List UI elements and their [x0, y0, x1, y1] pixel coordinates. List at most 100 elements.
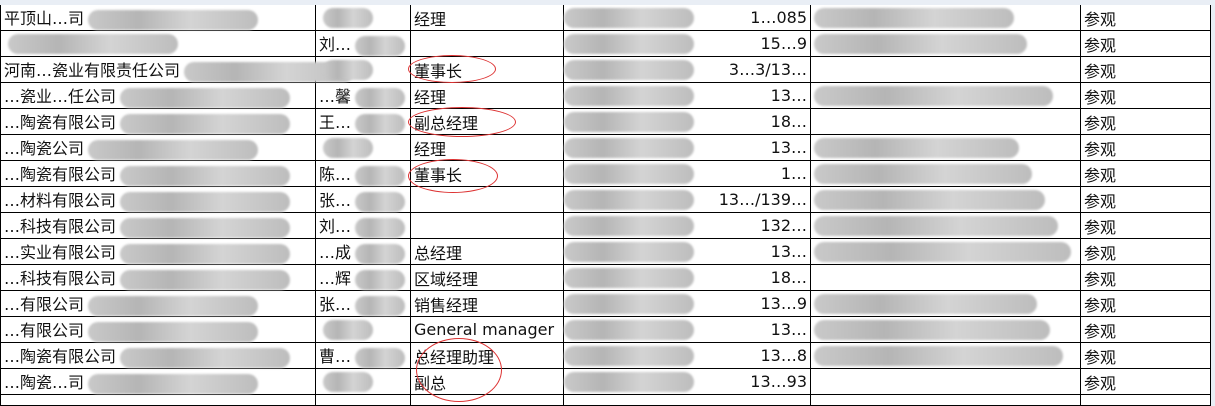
name-cell[interactable]: 刘…	[315, 212, 411, 239]
name-cell[interactable]	[315, 134, 411, 161]
name-cell[interactable]: 陈…	[315, 160, 411, 187]
name-cell[interactable]: 刘…	[315, 30, 411, 57]
action-cell[interactable]: 参观	[1080, 212, 1211, 239]
action-cell[interactable]: 参观	[1080, 186, 1211, 213]
name-cell[interactable]	[315, 368, 411, 395]
company-cell[interactable]: …陶瓷有限公司	[0, 342, 316, 369]
company-cell[interactable]	[0, 30, 316, 57]
email-cell[interactable]	[810, 5, 1081, 31]
company-cell-text: …材料有限公司	[4, 191, 117, 211]
company-cell[interactable]: 平顶山…司	[0, 5, 316, 31]
redaction-blur	[120, 347, 291, 368]
phone-cell[interactable]: 13…	[563, 238, 811, 265]
action-cell[interactable]: 参观	[1080, 56, 1211, 83]
email-cell[interactable]	[810, 264, 1081, 291]
phone-cell[interactable]: 13…	[563, 134, 811, 161]
email-cell[interactable]	[810, 290, 1081, 317]
name-cell[interactable]: 王…	[315, 108, 411, 135]
email-cell[interactable]	[810, 316, 1081, 343]
name-cell[interactable]	[315, 316, 411, 343]
company-cell[interactable]: …科技有限公司	[0, 212, 316, 239]
title-cell[interactable]: 经理	[410, 82, 564, 109]
redaction-blur	[88, 295, 259, 316]
phone-cell[interactable]: 13…8	[563, 342, 811, 369]
company-cell[interactable]: …实业有限公司	[0, 238, 316, 265]
name-cell[interactable]: …馨	[315, 82, 411, 109]
company-cell[interactable]: …瓷业…任公司	[0, 82, 316, 109]
action-cell[interactable]: 参观	[1080, 316, 1211, 343]
title-cell[interactable]: 销售经理	[410, 290, 564, 317]
title-cell[interactable]	[410, 30, 564, 57]
email-cell[interactable]	[810, 212, 1081, 239]
phone-cell[interactable]: 13…/139…	[563, 186, 811, 213]
name-cell[interactable]: …辉	[315, 264, 411, 291]
title-cell[interactable]: 经理	[410, 134, 564, 161]
phone-cell[interactable]: 1…	[563, 160, 811, 187]
title-cell[interactable]: 经理	[410, 5, 564, 31]
company-cell[interactable]: …陶瓷公司	[0, 134, 316, 161]
email-cell[interactable]	[810, 160, 1081, 187]
email-cell[interactable]	[810, 56, 1081, 83]
company-cell[interactable]: 河南…瓷业有限责任公司	[0, 56, 355, 83]
title-cell[interactable]: 董事长	[410, 56, 564, 83]
action-cell[interactable]: 参观	[1080, 5, 1211, 31]
empty-cell[interactable]	[810, 394, 1081, 406]
email-cell[interactable]	[810, 82, 1081, 109]
phone-cell[interactable]: 13…	[563, 82, 811, 109]
email-cell[interactable]	[810, 342, 1081, 369]
empty-cell[interactable]	[315, 394, 411, 406]
empty-cell[interactable]	[563, 394, 811, 406]
company-cell[interactable]: …有限公司	[0, 290, 316, 317]
phone-cell[interactable]: 13…93	[563, 368, 811, 395]
name-cell[interactable]: …成	[315, 238, 411, 265]
company-cell[interactable]: …陶瓷有限公司	[0, 160, 316, 187]
title-cell[interactable]: 总经理助理	[410, 342, 564, 369]
action-cell[interactable]: 参观	[1080, 108, 1211, 135]
action-cell[interactable]: 参观	[1080, 82, 1211, 109]
company-cell[interactable]: …陶瓷有限公司	[0, 108, 316, 135]
company-cell[interactable]: …有限公司	[0, 316, 316, 343]
action-cell[interactable]: 参观	[1080, 160, 1211, 187]
title-cell[interactable]: 总经理	[410, 238, 564, 265]
email-cell[interactable]	[810, 134, 1081, 161]
company-cell[interactable]: …材料有限公司	[0, 186, 316, 213]
action-cell[interactable]: 参观	[1080, 30, 1211, 57]
action-cell[interactable]: 参观	[1080, 264, 1211, 291]
name-cell[interactable]: 张…	[315, 186, 411, 213]
title-cell[interactable]: 董事长	[410, 160, 564, 187]
empty-cell[interactable]	[410, 394, 564, 406]
phone-cell[interactable]: 15…9	[563, 30, 811, 57]
email-cell[interactable]	[810, 186, 1081, 213]
title-cell[interactable]: 副总经理	[410, 108, 564, 135]
company-cell[interactable]: …科技有限公司	[0, 264, 316, 291]
redaction-blur	[323, 59, 373, 80]
name-cell[interactable]: 曹…	[315, 342, 411, 369]
phone-cell[interactable]: 13…	[563, 316, 811, 343]
phone-cell[interactable]: 132…	[563, 212, 811, 239]
email-cell[interactable]	[810, 368, 1081, 395]
title-cell[interactable]	[410, 186, 564, 213]
email-cell[interactable]	[810, 108, 1081, 135]
email-cell[interactable]	[810, 238, 1081, 265]
title-cell[interactable]	[410, 212, 564, 239]
title-cell[interactable]: General manager	[410, 316, 564, 343]
empty-cell[interactable]	[1080, 394, 1211, 406]
action-cell[interactable]: 参观	[1080, 368, 1211, 395]
title-cell[interactable]: 副总	[410, 368, 564, 395]
phone-cell[interactable]: 3…3/13…	[563, 56, 811, 83]
name-cell[interactable]	[315, 5, 411, 31]
phone-cell[interactable]: 18…	[563, 264, 811, 291]
phone-cell[interactable]: 1…085	[563, 5, 811, 31]
action-cell[interactable]: 参观	[1080, 342, 1211, 369]
empty-cell[interactable]	[0, 394, 316, 406]
phone-cell[interactable]: 13…9	[563, 290, 811, 317]
action-cell[interactable]: 参观	[1080, 134, 1211, 161]
email-cell[interactable]	[810, 30, 1081, 57]
phone-cell[interactable]: 18…	[563, 108, 811, 135]
name-cell[interactable]: 张…	[315, 290, 411, 317]
action-cell[interactable]: 参观	[1080, 290, 1211, 317]
title-cell[interactable]: 区域经理	[410, 264, 564, 291]
name-cell[interactable]	[315, 56, 411, 83]
company-cell[interactable]: …陶瓷…司	[0, 368, 316, 395]
action-cell[interactable]: 参观	[1080, 238, 1211, 265]
